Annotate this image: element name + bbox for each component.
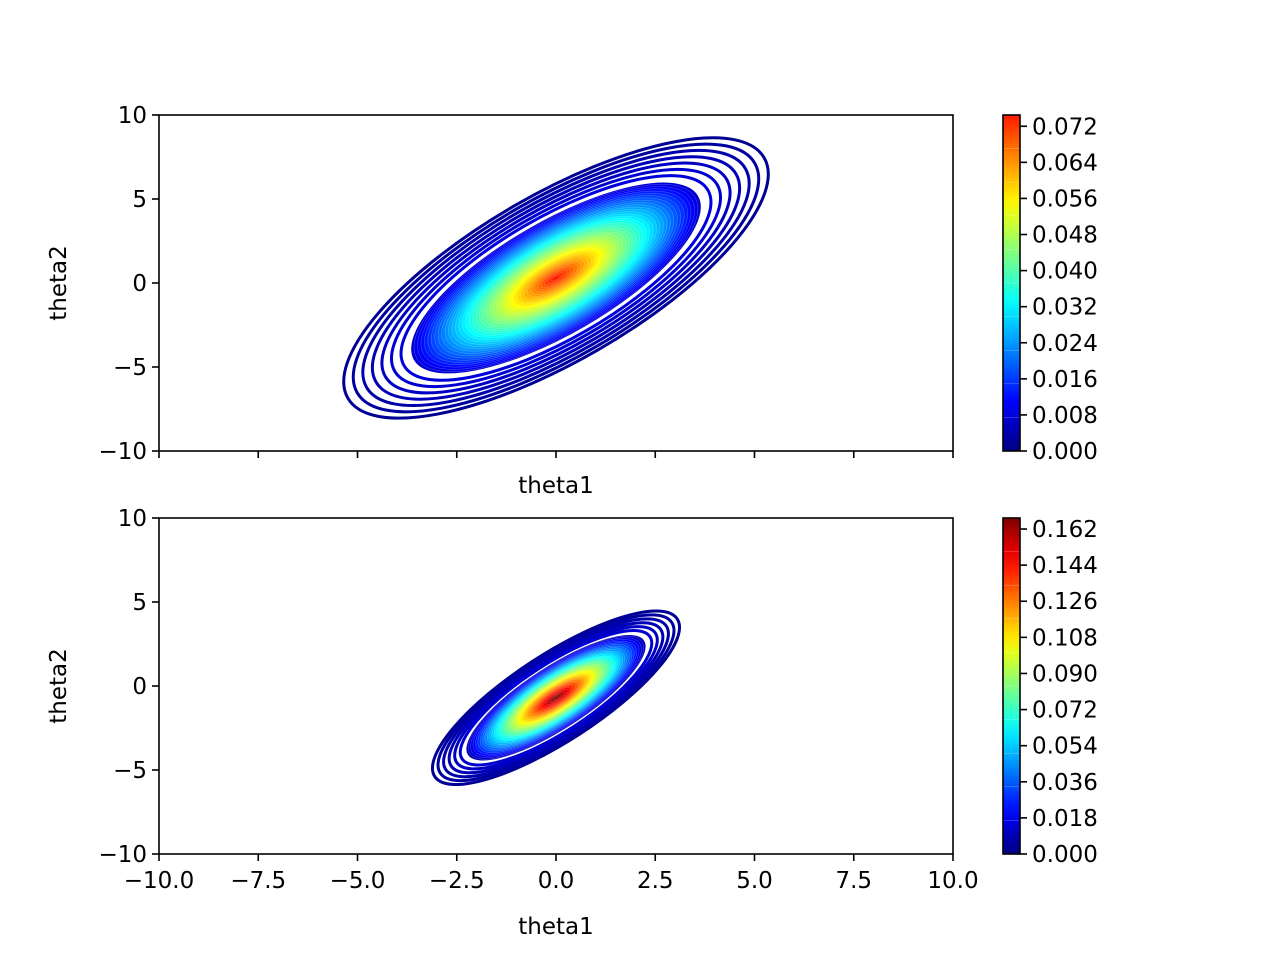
contour-line — [447, 621, 665, 775]
contour-line — [453, 625, 659, 771]
contour-fill-level — [551, 274, 561, 282]
top-y-axis-label: theta2 — [46, 245, 72, 321]
colorbar-tick-label: 0.144 — [1032, 553, 1098, 579]
colorbar-gradient — [1003, 115, 1020, 451]
colorbar-tick-label: 0.048 — [1032, 223, 1098, 249]
x-tick-label: 0.0 — [538, 868, 575, 894]
colorbar-tick-label: 0.090 — [1032, 661, 1098, 687]
colorbar-tick-label: 0.036 — [1032, 770, 1098, 796]
bottom-axes: theta1 theta2 −10.0 −7.5 −5.0 −2.5 0.0 2.5 5.0… — [46, 506, 979, 940]
bottom-x-axis-label: theta1 — [518, 914, 594, 940]
top-x-axis-label: theta1 — [518, 473, 594, 499]
colorbar-tick-label: 0.108 — [1032, 625, 1098, 651]
top-colorbar: 0.000 0.008 0.016 0.024 0.032 0.040 0.048 0.056… — [1002, 114, 1098, 465]
contour-fill-level — [553, 695, 559, 700]
contour-line — [399, 174, 713, 382]
contour-line — [342, 136, 770, 420]
x-tick-label: 10.0 — [927, 868, 978, 894]
colorbar-frame — [1002, 114, 1021, 452]
x-tick-label: −10.0 — [124, 868, 194, 894]
colorbar-frame — [1002, 517, 1021, 855]
bottom-y-axis-label: theta2 — [46, 648, 72, 724]
colorbar-tick-label: 0.018 — [1032, 806, 1098, 832]
colorbar-tick-label: 0.000 — [1032, 842, 1098, 868]
colorbar-tick-label: 0.064 — [1032, 150, 1098, 176]
x-tick-label: −5.0 — [330, 868, 386, 894]
y-tick-label: 10 — [118, 103, 147, 129]
contour-line — [442, 617, 670, 779]
contour-line — [389, 167, 723, 389]
y-tick-label: −10 — [98, 439, 147, 465]
colorbar-tick-label: 0.040 — [1032, 259, 1098, 285]
x-tick-label: 5.0 — [736, 868, 773, 894]
contour-rings-1 — [430, 609, 682, 786]
bottom-colorbar: 0.000 0.018 0.036 0.054 0.072 0.090 0.108 0.126… — [1002, 517, 1098, 868]
top-contour-plot-area — [342, 136, 770, 420]
colorbar-tick-label: 0.126 — [1032, 589, 1098, 615]
x-tick-label: −2.5 — [429, 868, 485, 894]
y-tick-label: 5 — [132, 187, 147, 213]
contour-line — [436, 613, 676, 783]
bottom-contour-panel: theta1 theta2 −10.0 −7.5 −5.0 −2.5 0.0 2.5 5.0… — [46, 506, 1098, 940]
contour-line — [458, 629, 654, 767]
colorbar-tick-label: 0.054 — [1032, 734, 1098, 760]
x-tick-label: −7.5 — [230, 868, 286, 894]
y-tick-label: −5 — [113, 355, 147, 381]
colorbar-gradient — [1003, 518, 1020, 854]
y-tick-label: −5 — [113, 758, 147, 784]
contour-line — [380, 161, 732, 395]
y-tick-label: −10 — [98, 842, 147, 868]
colorbar-tick-label: 0.056 — [1032, 186, 1098, 212]
colorbar-tick-label: 0.162 — [1032, 517, 1098, 543]
colorbar-tick-label: 0.008 — [1032, 403, 1098, 429]
contour-line — [430, 609, 682, 786]
y-tick-label: 10 — [118, 506, 147, 532]
x-tick-label: 2.5 — [637, 868, 674, 894]
x-tick-label: 7.5 — [835, 868, 872, 894]
colorbar-tick-label: 0.000 — [1032, 439, 1098, 465]
y-tick-label: 0 — [132, 271, 147, 297]
contour-line — [361, 148, 751, 407]
colorbar-tick-label: 0.024 — [1032, 331, 1098, 357]
colorbar-tick-label: 0.032 — [1032, 295, 1098, 321]
y-tick-label: 0 — [132, 674, 147, 700]
colorbar-tick-label: 0.072 — [1032, 698, 1098, 724]
colorbar-tick-label: 0.072 — [1032, 114, 1098, 140]
y-tick-label: 5 — [132, 590, 147, 616]
contour-rings-0 — [342, 136, 770, 420]
contour-line — [370, 155, 742, 401]
bottom-contour-plot-area — [430, 609, 682, 786]
contour-line — [351, 142, 761, 414]
colorbar-tick-label: 0.016 — [1032, 367, 1098, 393]
top-axes: theta1 theta2 −10 −5 0 5 10 — [46, 103, 954, 499]
